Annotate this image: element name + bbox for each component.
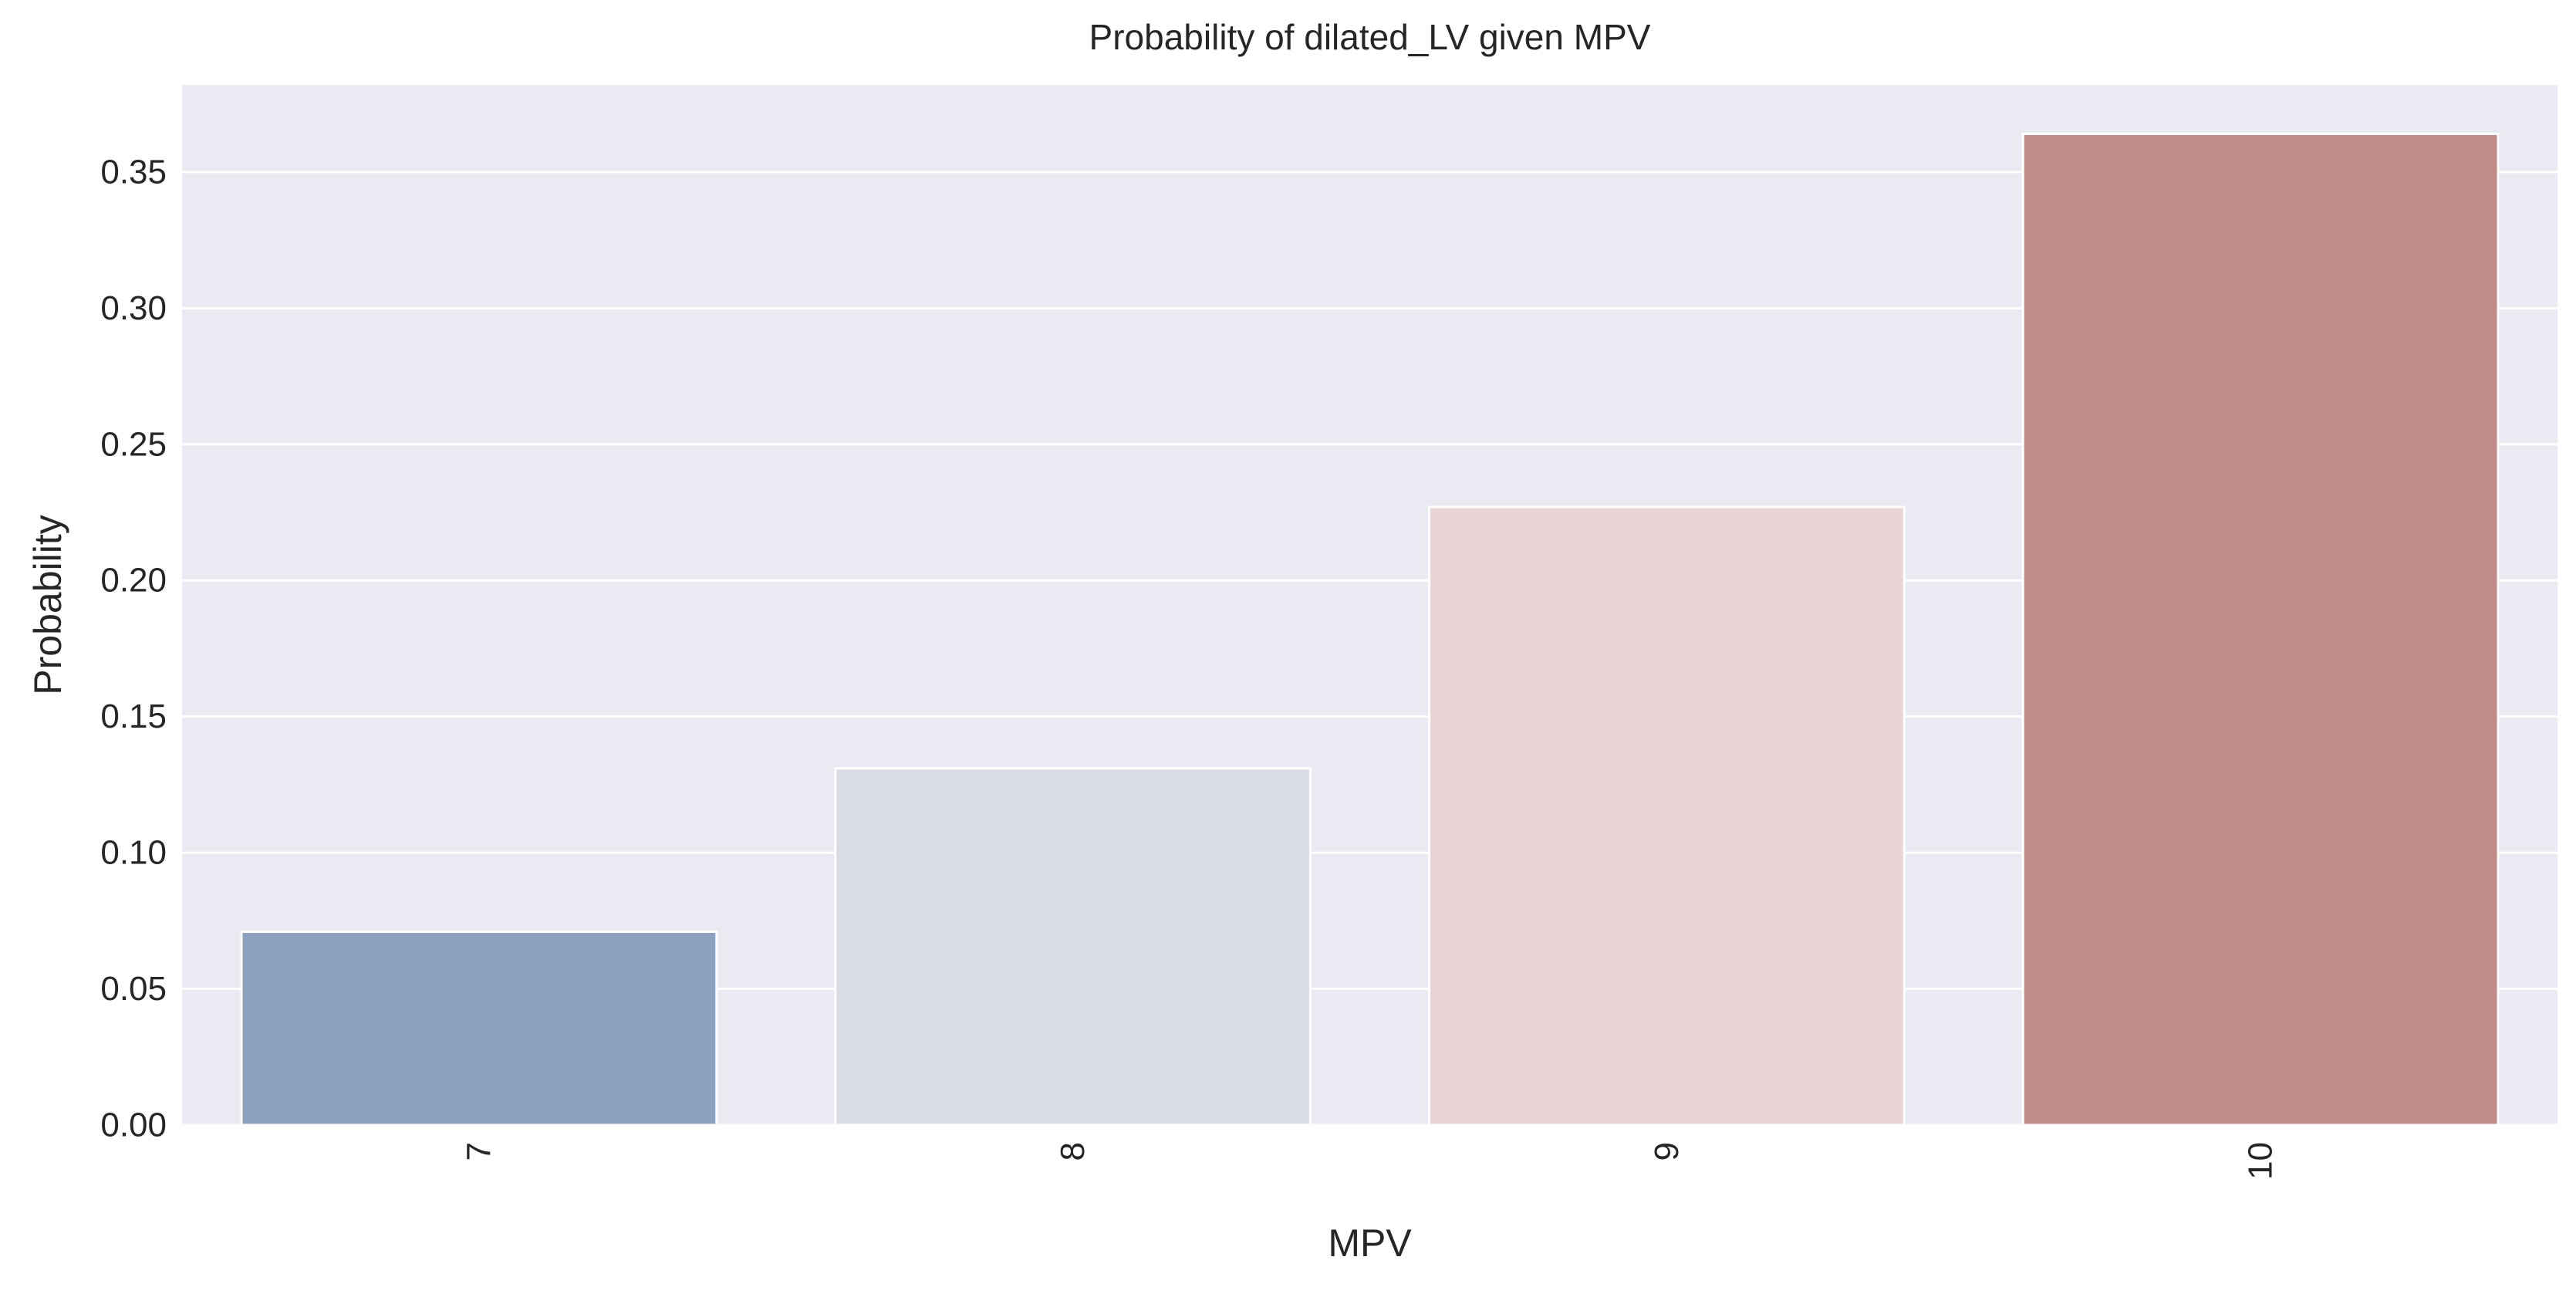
y-tick-label: 0.25 [100,425,167,463]
chart-title: Probability of dilated_LV given MPV [1089,17,1651,57]
x-tick-label: 8 [1054,1142,1092,1161]
x-axis-label: MPV [1328,1221,1412,1265]
bar-7 [240,930,718,1127]
x-tick-label: 7 [460,1142,498,1161]
y-tick-label: 0.00 [100,1106,167,1144]
bar-8 [834,767,1312,1127]
bar-10 [2021,133,2500,1127]
y-tick-label: 0.10 [100,834,167,872]
y-tick-label: 0.35 [100,153,167,191]
x-tick-label: 10 [2242,1142,2280,1180]
x-tick-label: 9 [1648,1142,1686,1161]
bars [240,133,2500,1127]
bar-9 [1427,505,1906,1127]
y-tick-label: 0.30 [100,289,167,327]
y-tick-label: 0.20 [100,562,167,600]
y-tick-label: 0.15 [100,698,167,735]
y-axis-label: Probability [26,515,69,694]
y-tick-labels: 0.00 0.05 0.10 0.15 0.20 0.25 0.30 0.35 [100,153,167,1144]
y-tick-label: 0.05 [100,970,167,1008]
x-tick-labels: 7 8 9 10 [460,1142,2279,1180]
